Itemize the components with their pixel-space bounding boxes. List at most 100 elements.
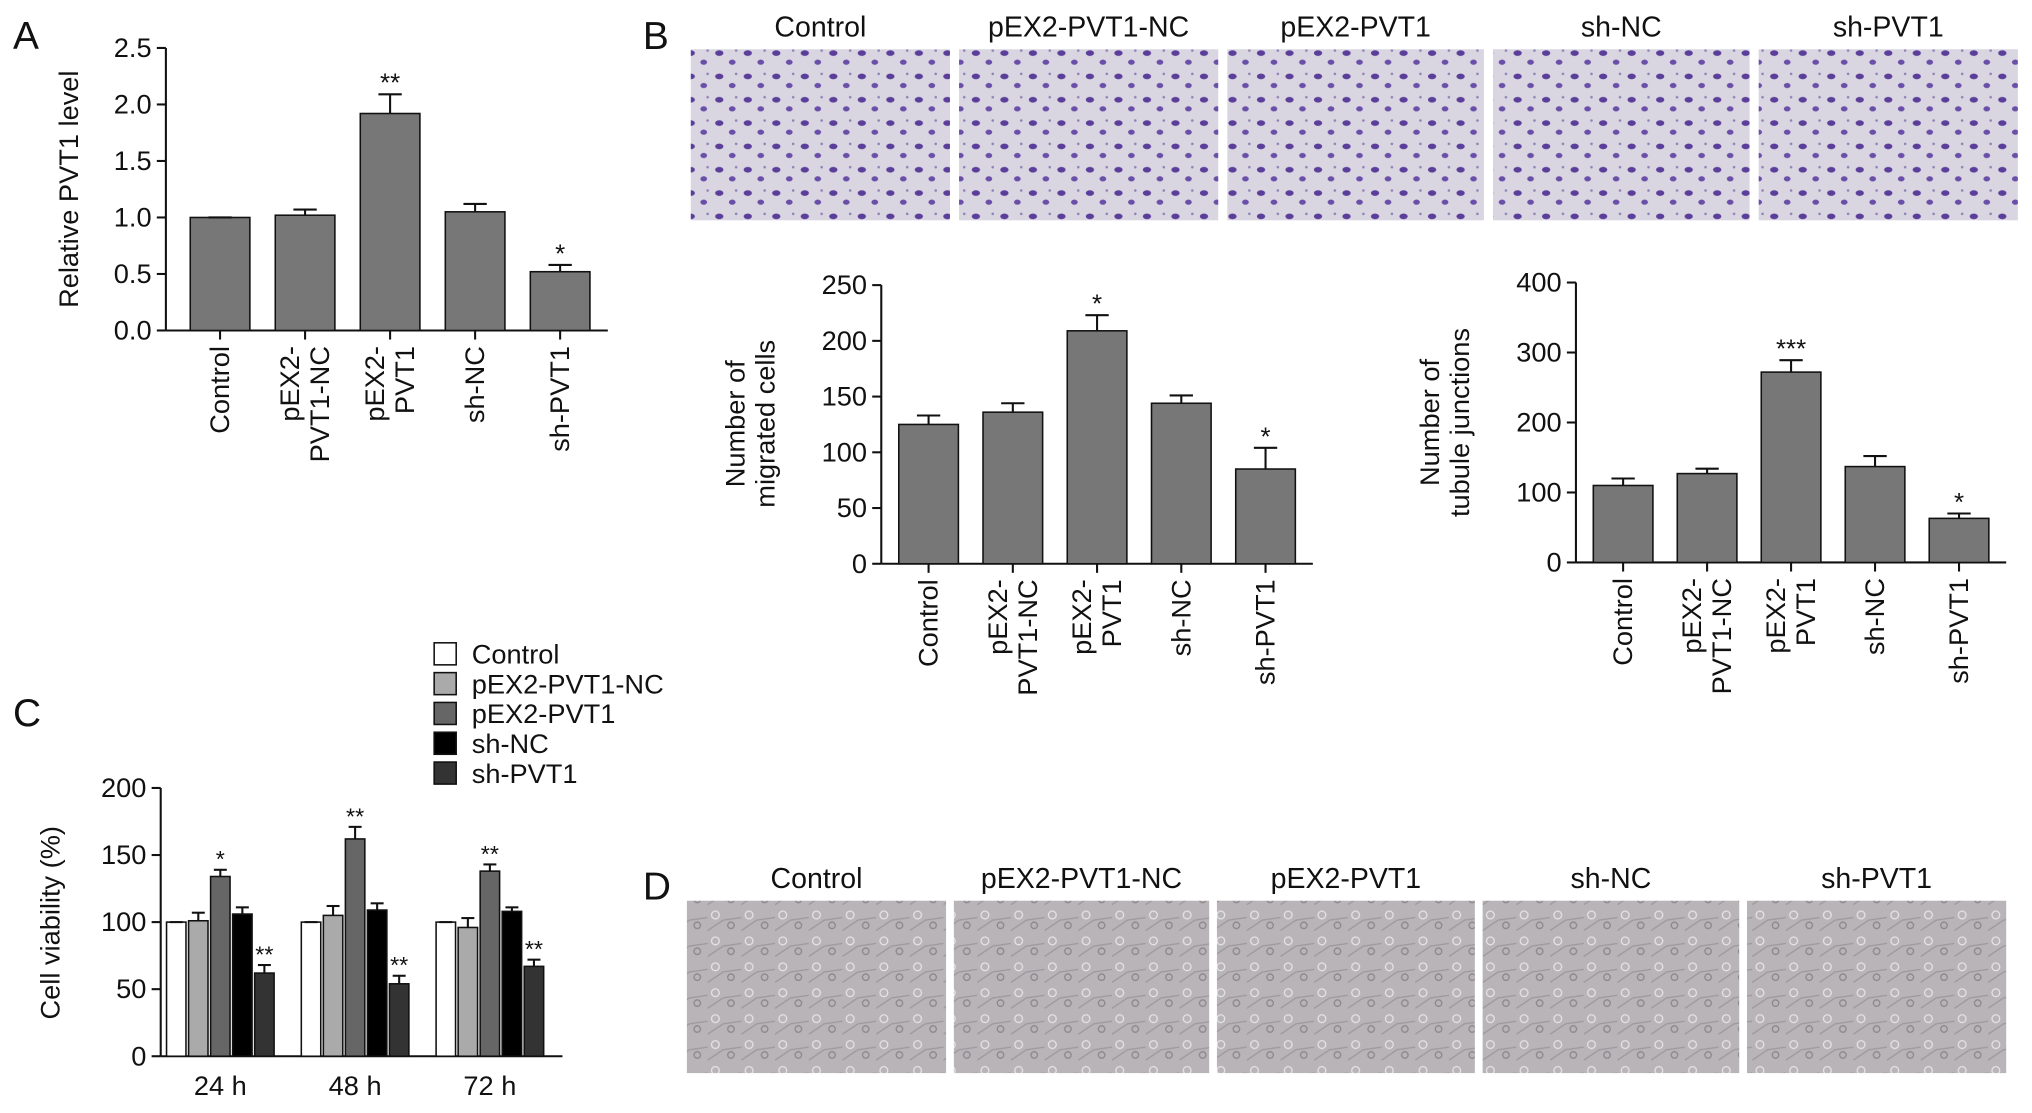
y-tick-label: 100 [101,906,146,937]
x-tick-label: pEX2-PVT1 [359,346,420,422]
x-tick-label: Control [204,346,235,434]
legend-label: pEX2-PVT1-NC [472,668,664,699]
bar [366,909,388,1058]
panel-label: A [13,15,39,58]
bar [231,913,253,1058]
x-tick-label: 72 h [463,1070,516,1101]
photo-caption: pEX2-PVT1-NC [981,863,1182,895]
y-tick-label: 50 [116,973,146,1004]
bar [1592,484,1654,564]
photo-caption: pEX2-PVT1 [1280,11,1431,43]
x-tick-label: Control [1607,578,1638,666]
y-tick-label: 300 [1516,337,1561,368]
figure-body: A B C D Control pEX2-PVT1-NC pEX2-PVT1 sh-N… [13,11,2018,1101]
y-tick-label: 0.5 [114,258,152,289]
significance: ** [380,70,400,98]
legend-swatch [433,642,457,666]
bar [1676,472,1738,564]
legend-swatch [433,701,457,726]
x-tick-label: sh-PVT1 [544,346,575,452]
significance: * [555,240,565,268]
x-tick-label: sh-NC [459,346,490,423]
bar [1928,517,1990,564]
x-tick-label: sh-PVT1 [1250,579,1281,685]
photo-caption: sh-PVT1 [1821,863,1932,895]
bar [1150,402,1212,565]
y-axis-label: Cell viability (%) [35,826,66,1019]
bar [435,921,457,1058]
y-tick-label: 150 [822,381,867,412]
significance: ** [525,936,543,962]
y-tick-label: 0 [1547,547,1562,578]
y-axis-label: Number oftubule junctions [1414,328,1475,517]
x-tick-label: pEX2-PVT1-NC [274,346,335,462]
y-tick-label: 400 [1516,267,1561,298]
photo-caption: Control [774,11,866,43]
significance: ** [346,803,364,829]
y-tick-label: 2.0 [114,89,152,120]
photo [1482,900,1740,1074]
bar [253,972,275,1058]
x-tick-label: 24 h [194,1070,247,1101]
legend-swatch [433,731,457,756]
y-tick-label: 200 [1516,407,1561,438]
photo [959,49,1219,221]
legend-swatch [433,671,457,696]
x-tick-label: Control [913,579,944,667]
y-tick-label: 2.5 [114,32,152,63]
photo-caption: sh-NC [1571,863,1652,895]
y-tick-label: 1.0 [114,202,152,233]
y-tick-label: 1.5 [114,145,152,176]
bar [529,270,591,332]
photo-caption: sh-NC [1581,11,1662,43]
y-tick-label: 100 [822,436,867,467]
bar [457,926,479,1058]
significance: ** [481,841,499,867]
panel-label: B [643,15,669,58]
significance: ** [390,952,408,978]
photo [690,49,950,221]
y-tick-label: 200 [101,772,146,803]
legend-label: sh-PVT1 [472,758,578,789]
significance: * [1092,291,1102,319]
photo [1216,900,1475,1074]
bar [388,983,410,1058]
legend-label: sh-NC [472,728,549,759]
x-tick-label: 48 h [329,1070,382,1101]
bar [187,919,209,1058]
bar [444,211,506,332]
photo-caption: Control [771,863,863,895]
bar [209,875,231,1058]
legend-label: pEX2-PVT1 [472,698,616,729]
photo [1492,49,1750,221]
bar [501,910,523,1058]
x-tick-label: pEX2-PVT1-NC [1676,578,1737,694]
y-tick-label: 50 [837,492,867,523]
y-tick-label: 0 [131,1040,146,1071]
photo-caption: pEX2-PVT1-NC [988,11,1189,43]
significance: * [1954,489,1964,517]
x-tick-label: pEX2-PVT1 [1066,579,1127,655]
photo-caption: pEX2-PVT1 [1271,863,1422,895]
y-axis-label: Relative PVT1 level [53,71,84,308]
bar [897,423,960,565]
y-axis-label: Number ofmigrated cells [719,340,780,508]
bar [359,112,421,332]
bar [165,921,187,1058]
bar [1760,371,1822,564]
photo [686,900,947,1074]
bar [189,216,251,332]
bar [1844,465,1906,564]
panel-label: C [13,692,41,735]
bar [344,838,366,1058]
bar [322,914,344,1058]
y-tick-label: 250 [822,269,867,300]
significance: *** [1776,336,1806,364]
significance: * [216,846,225,872]
legend-swatch [433,761,457,785]
bar [300,921,322,1058]
panel-label: D [643,865,671,908]
y-tick-label: 0 [852,548,867,579]
